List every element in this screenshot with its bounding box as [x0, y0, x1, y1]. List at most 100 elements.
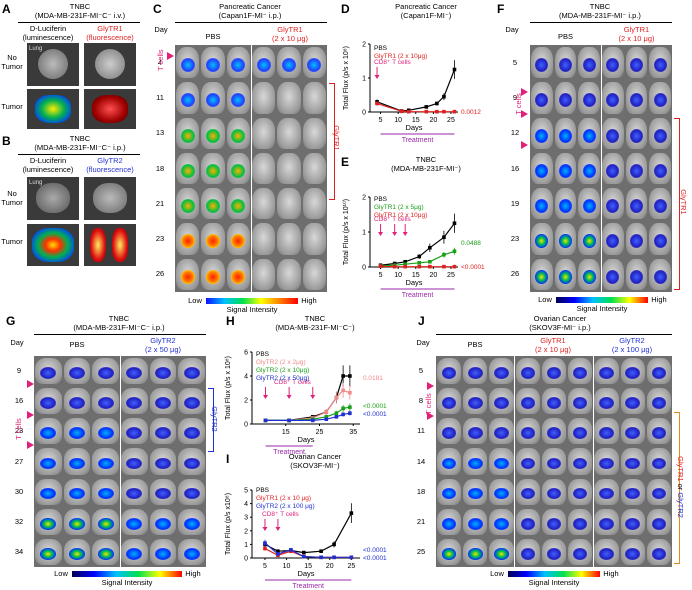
mouse-image — [625, 223, 648, 255]
col-header-treatment: GlyTR2 (2 x 50 μg) — [120, 336, 206, 354]
mouse-image — [277, 223, 301, 255]
treatment-label: Treatment — [273, 449, 305, 456]
mouse-image — [252, 47, 276, 79]
mouse-image — [541, 478, 567, 505]
panel-title-line2: (SKOV3F-MI⁻ i.p.) — [529, 322, 591, 332]
row-label-text: Tumor — [1, 197, 23, 207]
cd8-label: CD8⁺ T cells — [374, 59, 412, 66]
mouse-image — [92, 538, 119, 565]
mouse-image — [463, 358, 488, 385]
lung-image — [27, 89, 79, 129]
mouse-image — [554, 223, 577, 255]
mouse-image — [541, 508, 567, 535]
mouse-image — [594, 478, 619, 505]
mouse-image — [63, 418, 91, 445]
mouse-image — [625, 152, 648, 185]
mouse-image — [602, 117, 624, 149]
tcell-arrow-icon — [27, 441, 34, 449]
mouse-image — [578, 47, 600, 79]
data-point — [424, 105, 429, 109]
panel-letter: B — [2, 134, 11, 148]
data-point — [302, 554, 306, 559]
mouse-image — [649, 152, 671, 185]
panel-title-line2: (MDA-MB-231F-MI⁻C⁻) — [275, 322, 355, 332]
mouse-image — [201, 258, 225, 290]
data-point — [403, 259, 407, 264]
mouse-image — [35, 388, 62, 415]
col-header-text: GlyTR2 — [150, 336, 176, 345]
row-label-tumor: Tumor — [1, 102, 23, 111]
y-tick-label: 1 — [362, 76, 366, 83]
col-header-text: GlyTR1 — [540, 336, 566, 345]
data-point — [324, 415, 329, 419]
mouse-image — [178, 388, 205, 415]
treatment-bracket — [329, 83, 335, 200]
panel-title-line1: TNBC — [69, 2, 91, 11]
colorbar — [508, 571, 600, 577]
mouse-image — [463, 418, 488, 445]
legend-entry: GlyTR1 (2 x 10μg) — [374, 212, 427, 219]
mouse-image — [176, 258, 200, 290]
row-label-text: No — [7, 189, 17, 198]
day-value: 34 — [14, 546, 24, 556]
mouse-image — [121, 448, 148, 475]
day-value: 18 — [416, 486, 426, 496]
tcell-arrow-icon — [374, 75, 380, 79]
panel-title-line1: Ovarian Cancer — [288, 452, 342, 461]
data-point — [442, 235, 446, 240]
mouse-image — [149, 538, 177, 565]
mouse-image — [463, 478, 488, 505]
x-tick-label: 20 — [429, 117, 437, 124]
mouse-image — [620, 388, 645, 415]
panel-letter: E — [341, 155, 350, 169]
tcell-arrow-icon — [392, 232, 398, 236]
col-header-glytr1: GlyTR1 (fluorescence) — [80, 24, 140, 42]
mouse-image — [646, 508, 671, 535]
data-point — [319, 555, 323, 560]
mouse-image — [201, 82, 225, 114]
data-point — [276, 549, 280, 553]
tcell-arrow-icon — [402, 232, 408, 236]
tcell-arrow-icon — [263, 395, 268, 399]
treatment-bracket — [208, 388, 214, 452]
lung-image: Lung — [27, 43, 79, 86]
mouse-image — [602, 223, 624, 255]
mouse-image — [226, 82, 250, 114]
mouse-image — [541, 418, 567, 445]
data-point — [287, 418, 291, 423]
day-value: 30 — [14, 486, 24, 496]
col-header-text: (luminescence) — [22, 164, 74, 174]
col-header-pbs: PBS — [557, 32, 573, 41]
panel-title: Pancreatic Cancer (Capan1F-MI⁻ i.p.) — [175, 2, 325, 20]
p-value-label: <0.0001 — [363, 555, 387, 562]
panel-title-line1: Pancreatic Cancer — [219, 2, 281, 11]
mouse-image — [176, 47, 200, 79]
mouse-image — [437, 508, 462, 535]
mouse-image — [620, 418, 645, 445]
panel-title: TNBC (MDA-MB-231F-MI⁻ i.p.) — [530, 2, 670, 20]
data-point — [399, 109, 404, 114]
panel-title-line1: TNBC — [108, 314, 130, 323]
y-tick-label: 0 — [362, 265, 366, 272]
col-header-glytr2: GlyTR2 (fluorescence) — [80, 156, 140, 174]
day-value: 21 — [155, 198, 165, 208]
panel-letter: D — [341, 2, 350, 16]
data-point — [263, 541, 267, 545]
mouse-image — [226, 223, 250, 255]
mouse-image — [625, 188, 648, 220]
mouse-image — [489, 418, 514, 445]
mouse-image — [302, 82, 326, 114]
panel-title: Pancreatic Cancer (Capan1F-MI⁻) — [366, 2, 486, 20]
y-tick-label: 0 — [362, 110, 366, 117]
lung-image — [27, 224, 79, 266]
y-tick-label: 1 — [244, 542, 248, 549]
mouse-image — [302, 258, 326, 290]
lung-label: Lung — [29, 180, 43, 186]
lung-image — [84, 177, 136, 220]
data-point — [442, 252, 446, 257]
mouse-image — [121, 358, 148, 385]
col-header-glytr1: GlyTR1 (2 x 10 μg) — [514, 336, 592, 354]
lung-image — [84, 43, 136, 86]
mouse-image — [277, 47, 301, 79]
mouse-image — [277, 258, 301, 290]
